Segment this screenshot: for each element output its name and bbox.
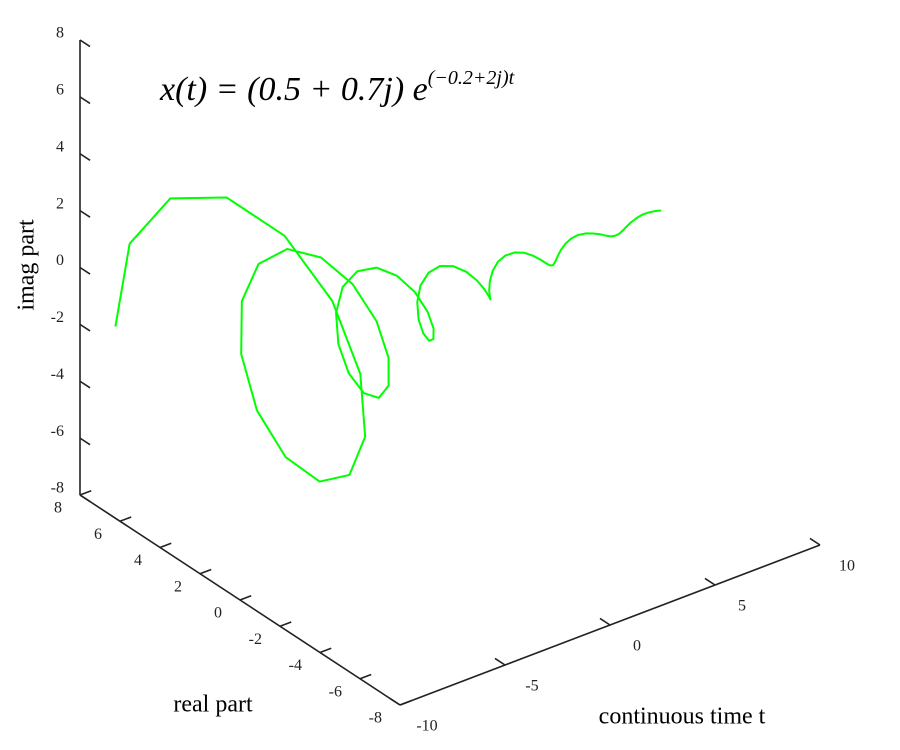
time-tick (389, 697, 401, 706)
imag-tick-label: -8 (51, 480, 64, 497)
time-tick-label: 0 (633, 638, 641, 655)
real-tick (159, 542, 172, 549)
imag-tick (79, 494, 91, 503)
imag-tick-label: 8 (56, 25, 64, 42)
imag-tick-label: 6 (56, 82, 64, 99)
real-tick (199, 568, 212, 575)
time-axis-label: continuous time t (599, 704, 766, 730)
imag-axis-label: imag part (14, 219, 40, 311)
imag-tick-label: 4 (56, 138, 64, 155)
imag-tick (79, 96, 91, 105)
imag-tick (79, 153, 91, 162)
real-tick-label: 8 (54, 500, 62, 517)
time-tick-label: -10 (416, 718, 437, 735)
real-tick (399, 699, 412, 706)
real-tick-label: -6 (329, 683, 342, 700)
chart-title: x(t) = (0.5 + 0.7j) e(−0.2+2j)t (159, 67, 515, 108)
real-tick (119, 516, 132, 522)
imag-tick-label: -4 (51, 366, 64, 383)
real-tick-label: 6 (94, 526, 102, 543)
real-tick-label: 0 (214, 605, 222, 622)
real-tick (279, 621, 292, 627)
real-tick-label: 4 (134, 552, 142, 569)
imag-tick (79, 437, 91, 446)
real-tick-label: -2 (249, 631, 262, 648)
imag-tick (79, 380, 91, 389)
imag-tick-label: 2 (56, 195, 64, 212)
title-exponent: (−0.2+2j)t (428, 67, 515, 89)
real-tick-label: 2 (174, 578, 182, 595)
time-tick (599, 617, 611, 626)
time-tick-label: -5 (525, 678, 538, 695)
real-tick (359, 673, 372, 680)
imag-tick-label: -6 (51, 423, 64, 440)
imag-tick-label: -2 (51, 309, 64, 326)
real-tick (319, 647, 332, 654)
time-tick (704, 577, 716, 586)
imag-tick (79, 209, 91, 218)
time-tick-label: 10 (839, 558, 855, 575)
time-tick (809, 537, 821, 546)
real-tick (79, 489, 92, 496)
imag-tick (79, 266, 91, 275)
real-tick-label: -8 (369, 710, 382, 727)
real-tick-label: -4 (289, 657, 302, 674)
imag-tick-label: 0 (56, 252, 64, 269)
time-tick-label: 5 (738, 598, 746, 615)
imag-tick (79, 323, 91, 332)
time-tick (494, 657, 506, 666)
imag-tick (79, 39, 91, 48)
signal-curve (114, 196, 662, 483)
title-base: x(t) = (0.5 + 0.7j) e (159, 71, 428, 108)
real-tick (239, 594, 252, 601)
real-axis-label: real part (173, 692, 253, 718)
